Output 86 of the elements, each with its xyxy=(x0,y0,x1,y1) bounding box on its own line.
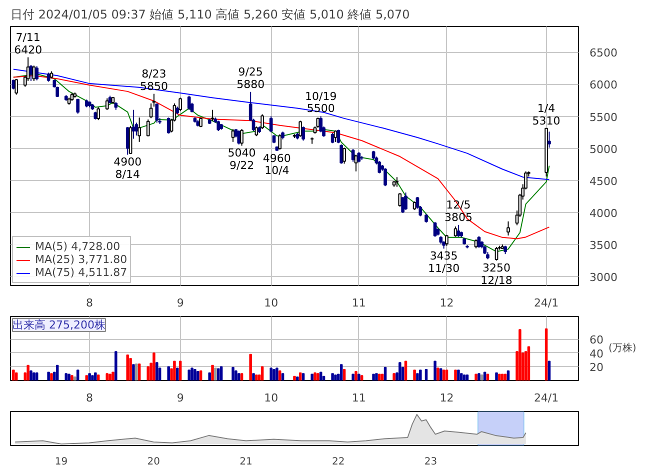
annotation: 1/4 5310 xyxy=(532,102,560,128)
candlestick xyxy=(340,144,344,164)
candlestick xyxy=(29,64,33,82)
candlestick xyxy=(126,126,130,156)
annotation: 3250 12/18 xyxy=(480,262,512,287)
annotation: 4960 10/4 xyxy=(262,152,291,178)
candlestick xyxy=(146,118,150,137)
candlestick xyxy=(395,176,399,188)
candlestick xyxy=(76,98,80,114)
annotation: 7/11 6420 xyxy=(14,30,42,56)
x-tick-label: 11 xyxy=(352,296,366,310)
x-tick-label: 10 xyxy=(264,296,278,310)
y-tick-label: 3500 xyxy=(590,238,618,252)
x-tick-label: 10 xyxy=(264,392,278,404)
candlestick xyxy=(14,78,18,96)
candlestick xyxy=(187,95,191,110)
candlestick xyxy=(342,147,346,164)
x-tick-label: 22 xyxy=(332,456,345,468)
annotation: 10/19 5500 xyxy=(305,90,337,116)
candlestick xyxy=(138,117,141,142)
candlestick xyxy=(454,226,458,238)
x-tick-label: 8 xyxy=(86,392,94,404)
candlestick xyxy=(269,116,273,133)
candlestick xyxy=(384,168,387,187)
annotation: 4900 8/14 xyxy=(114,156,142,182)
chart-title: 出来高 275,200株 xyxy=(12,318,106,332)
candlestick xyxy=(494,246,498,261)
candlestick xyxy=(166,117,170,134)
candlestick xyxy=(398,192,402,208)
y-tick-label: 4500 xyxy=(590,174,618,188)
y-tick-label: 5000 xyxy=(590,142,618,156)
x-tick-label: 11 xyxy=(352,392,366,404)
y-axis-title: (万株) xyxy=(608,342,636,354)
candlestick xyxy=(351,148,355,162)
x-tick-label: 8 xyxy=(86,296,94,310)
candlestick xyxy=(336,129,340,144)
chart-title: 日付 2024/01/05 09:37 始値 5,110 高値 5,260 安値 5,010 終値 5,070 xyxy=(10,8,410,22)
x-tick-label: 12 xyxy=(440,296,454,310)
candlestick xyxy=(278,134,282,150)
y-tick-label: 4000 xyxy=(590,206,618,220)
candlestick xyxy=(96,106,100,121)
x-tick-label: 23 xyxy=(424,456,438,468)
candlestick xyxy=(260,114,264,130)
x-tick-label: 9 xyxy=(176,296,184,310)
candlestick xyxy=(178,97,182,112)
x-tick-label: 19 xyxy=(54,456,68,468)
candlestick xyxy=(149,102,153,119)
y-tick-label: 6500 xyxy=(590,46,618,60)
x-tick-label: 21 xyxy=(240,456,252,468)
candlestick xyxy=(548,131,551,148)
candlestick xyxy=(105,98,109,110)
annotation: 3435 11/30 xyxy=(428,250,460,275)
candlestick xyxy=(319,116,323,133)
y-tick-label: 40 xyxy=(590,347,604,360)
y-tick-label: 6000 xyxy=(590,78,618,92)
candlestick xyxy=(216,120,220,132)
annotation: 5040 9/22 xyxy=(228,146,256,172)
x-tick-label: 9 xyxy=(176,392,184,404)
x-tick-label: 20 xyxy=(147,456,160,468)
y-tick-label: 20 xyxy=(590,361,604,374)
candlestick xyxy=(357,152,361,163)
candlestick xyxy=(210,109,214,122)
legend-label: MA(5) 4,728.00 xyxy=(35,240,120,253)
y-tick-label: 60 xyxy=(590,334,604,347)
y-tick-label: 5500 xyxy=(590,110,618,124)
legend-label: MA(75) 4,511.87 xyxy=(35,266,128,279)
x-tick-label: 12 xyxy=(440,392,454,404)
candlestick xyxy=(298,120,302,138)
annotation: 9/25 5880 xyxy=(236,66,265,91)
x-tick-label: 24/1 xyxy=(534,296,559,310)
candlestick xyxy=(445,234,448,246)
candlestick xyxy=(401,196,404,214)
candlestick xyxy=(35,66,39,81)
candlestick xyxy=(433,222,437,238)
x-tick-label: 24/1 xyxy=(534,392,559,404)
y-tick-label: 3000 xyxy=(590,271,618,284)
candlestick xyxy=(404,192,408,210)
annotation: 8/23 5850 xyxy=(140,67,168,93)
legend-label: MA(25) 3,771.80 xyxy=(35,253,128,266)
candlestick xyxy=(302,126,305,142)
candlestick xyxy=(152,93,156,108)
candlestick xyxy=(378,160,382,174)
candlestick xyxy=(155,102,159,124)
candlestick xyxy=(506,220,510,236)
candlestick xyxy=(231,128,235,142)
candlestick xyxy=(240,128,244,146)
